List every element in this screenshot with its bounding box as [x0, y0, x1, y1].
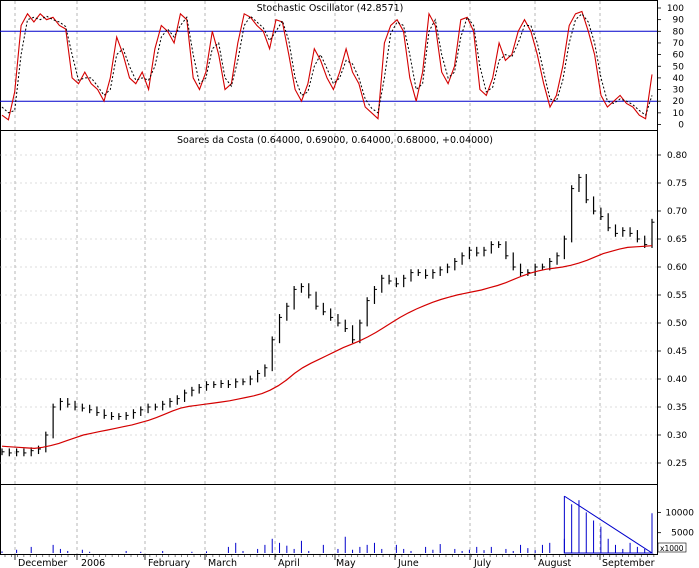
price-tick-label: 0.80	[667, 151, 687, 161]
x-tick-label: 2006	[81, 558, 105, 568]
stochastic-tick-label: 100	[667, 4, 684, 14]
x-tick-label: March	[208, 558, 237, 568]
price-tick-label: 0.60	[667, 263, 687, 273]
x-tick-label: August	[538, 558, 572, 568]
x-tick-label: September	[602, 558, 655, 568]
price-tick-label: 0.65	[667, 235, 687, 245]
price-tick-label: 0.30	[667, 431, 687, 441]
volume-tick-label: 5000	[671, 529, 694, 539]
unit-label-box	[657, 542, 687, 553]
stochastic-title: Stochastic Oscillator (42.8571)	[257, 3, 404, 14]
stochastic-k-line	[1, 10, 653, 121]
stochastic-tick-label: 0	[678, 121, 684, 131]
price-tick-label: 0.40	[667, 375, 687, 385]
stochastic-tick-label: 80	[673, 27, 685, 37]
volume-axis: x1000 10000 5000	[657, 508, 694, 553]
stochastic-tick-label: 20	[673, 97, 685, 107]
price-title: Soares da Costa (0.64000, 0.69000, 0.640…	[177, 135, 493, 146]
stochastic-plot: Stochastic Oscillator (42.8571)	[0, 3, 657, 121]
price-tick-label: 0.35	[667, 403, 687, 413]
volume-trend-line	[563, 495, 654, 554]
x-tick-label: February	[148, 558, 190, 568]
price-axis: 0.80 0.75 0.70 0.65 0.60 0.55 0.50 0.45 0.40 0.35…	[657, 151, 687, 469]
price-tick-label: 0.55	[667, 291, 687, 301]
horizontal-gridlines	[0, 154, 657, 464]
price-tick-label: 0.45	[667, 347, 687, 357]
price-tick-label: 0.70	[667, 207, 687, 217]
stochastic-tick-label: 70	[673, 39, 685, 49]
x-tick-label: July	[473, 558, 491, 568]
moving-average-line	[1, 245, 653, 450]
price-tick-label: 0.75	[667, 179, 687, 189]
stochastic-tick-label: 10	[673, 109, 685, 119]
volume-plot	[1, 495, 654, 554]
x-tick-label: May	[336, 558, 356, 568]
stochastic-tick-label: 90	[673, 16, 685, 26]
volume-tick-label: 10000	[665, 508, 694, 518]
stochastic-panel	[0, 0, 658, 131]
x-tick-label: December	[18, 558, 67, 568]
price-plot: Soares da Costa (0.64000, 0.69000, 0.640…	[1, 135, 655, 457]
volume-unit-label: x1000	[660, 544, 684, 553]
stochastic-tick-label: 40	[673, 74, 685, 84]
price-tick-label: 0.25	[667, 459, 687, 469]
stochastic-tick-label: 60	[673, 51, 685, 61]
x-tick-label: April	[278, 558, 300, 568]
x-axis: December 2006 February March April May June Jul…	[4, 554, 655, 568]
x-tick-label: June	[397, 558, 419, 568]
vertical-gridlines	[14, 1, 601, 554]
volume-panel	[0, 484, 658, 555]
price-tick-label: 0.50	[667, 319, 687, 329]
stochastic-d-line	[1, 13, 653, 117]
stochastic-tick-label: 30	[673, 86, 685, 96]
stochastic-tick-label: 50	[673, 62, 685, 72]
